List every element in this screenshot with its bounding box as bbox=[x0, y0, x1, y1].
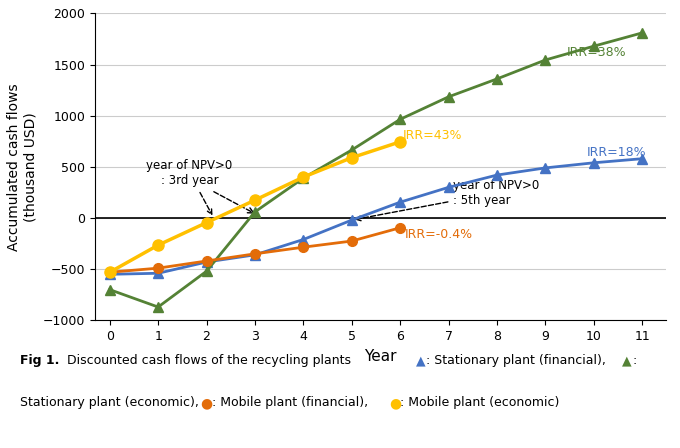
Text: IRR=43%: IRR=43% bbox=[403, 129, 462, 142]
Text: year of NPV>0
: 3rd year: year of NPV>0 : 3rd year bbox=[146, 159, 233, 214]
Text: Discounted cash flows of the recycling plants: Discounted cash flows of the recycling p… bbox=[63, 354, 352, 367]
Text: ▲: ▲ bbox=[622, 354, 632, 367]
Text: IRR=38%: IRR=38% bbox=[567, 46, 627, 59]
Text: ●: ● bbox=[201, 396, 213, 410]
Text: : Stationary plant (financial),: : Stationary plant (financial), bbox=[426, 354, 607, 367]
Text: ▲: ▲ bbox=[416, 354, 426, 367]
Text: : Mobile plant (economic): : Mobile plant (economic) bbox=[400, 396, 559, 409]
Text: Fig 1.: Fig 1. bbox=[20, 354, 60, 367]
Y-axis label: Accumulated cash flows
(thousand USD): Accumulated cash flows (thousand USD) bbox=[7, 83, 37, 251]
Text: ●: ● bbox=[389, 396, 401, 410]
Text: : Mobile plant (financial),: : Mobile plant (financial), bbox=[212, 396, 369, 409]
Text: IRR=-0.4%: IRR=-0.4% bbox=[405, 228, 473, 241]
Text: year of NPV>0
: 5th year: year of NPV>0 : 5th year bbox=[356, 179, 540, 221]
Text: :: : bbox=[632, 354, 636, 367]
Text: IRR=18%: IRR=18% bbox=[587, 146, 646, 159]
X-axis label: Year: Year bbox=[364, 349, 397, 364]
Text: Stationary plant (economic),: Stationary plant (economic), bbox=[20, 396, 199, 409]
